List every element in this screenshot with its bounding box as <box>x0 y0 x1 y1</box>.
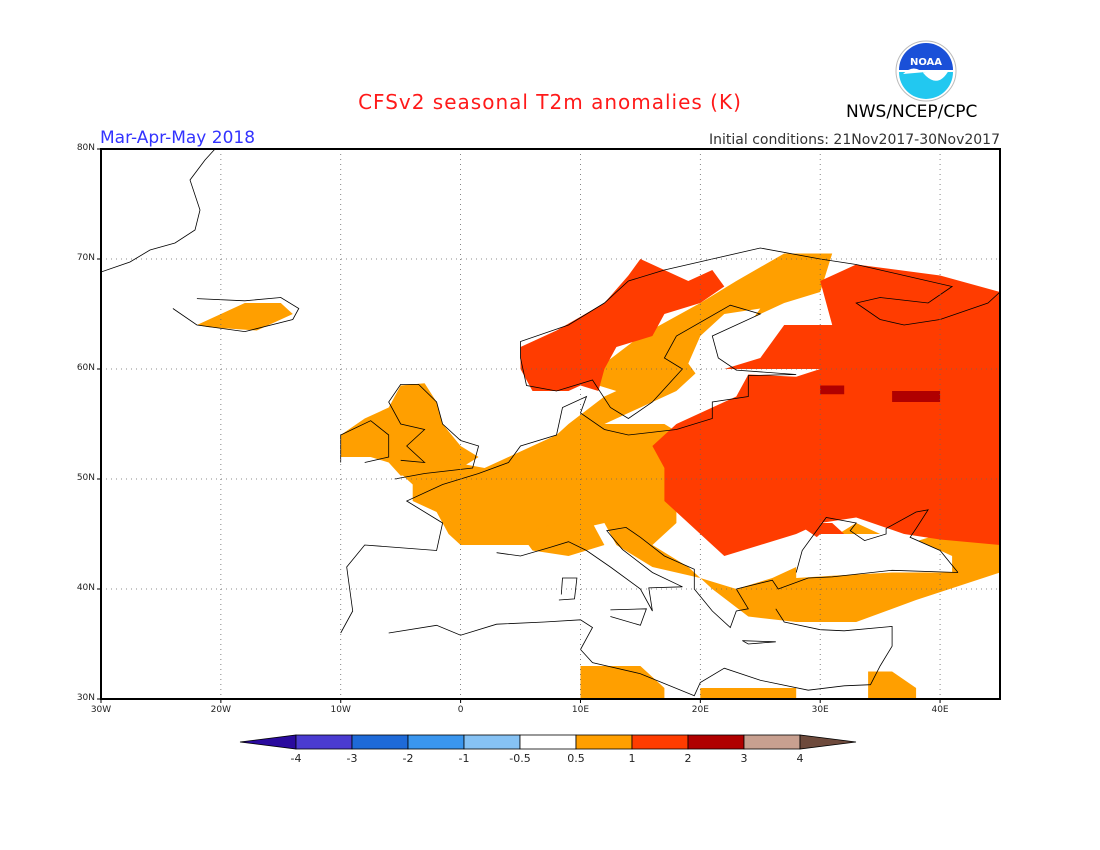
x-tick-label: 20W <box>210 705 232 715</box>
colorbar-label: -1 <box>458 752 470 765</box>
anomaly-region-eastern-europe <box>652 264 1000 556</box>
coastline <box>340 247 1000 634</box>
anomaly-region-2-3K-a <box>820 385 845 395</box>
y-tick-label: 60N <box>76 363 95 373</box>
chart-title: CFSv2 seasonal T2m anomalies (K) <box>358 90 742 114</box>
forecast-period: Mar-Apr-May 2018 <box>100 128 256 148</box>
coastline <box>172 297 300 333</box>
y-tick-label: 80N <box>76 143 95 153</box>
map-frame <box>100 148 1001 700</box>
colorbar-label: 4 <box>796 752 804 765</box>
coastline <box>610 608 647 626</box>
colorbar-label: 2 <box>684 752 692 765</box>
y-tick-label: 30N <box>76 693 95 703</box>
anomaly-region-scandinavia <box>520 259 725 391</box>
noaa-logo-text: NOAA <box>910 57 942 68</box>
coastline <box>388 384 480 480</box>
anomaly-region-levant <box>868 671 917 699</box>
coastline <box>742 640 776 645</box>
neutral-region-baltic <box>652 308 821 424</box>
neutral-region-iberia <box>340 545 497 633</box>
colorbar-label: -4 <box>290 752 302 765</box>
colorbar-label: 1 <box>628 752 636 765</box>
initial-conditions: Initial conditions: 21Nov2017-30Nov2017 <box>709 132 1000 148</box>
colorbar-label: -2 <box>402 752 414 765</box>
x-tick-label: 0 <box>457 705 464 715</box>
x-tick-label: 10W <box>330 705 351 715</box>
anomaly-region-egypt <box>700 688 797 699</box>
anomaly-region-2-3K-b <box>892 391 941 402</box>
coastline <box>795 509 959 573</box>
colorbar-label: 3 <box>740 752 748 765</box>
colorbar-segment <box>743 734 801 750</box>
colorbar-segment <box>519 734 577 750</box>
anomaly-region-iceland <box>196 303 293 331</box>
anomaly-region-alps <box>520 523 605 556</box>
colorbar-segment <box>575 734 633 750</box>
coastline-greenland <box>101 149 216 273</box>
colorbar-arrow-left <box>239 734 297 750</box>
noaa-logo: NOAA <box>895 40 957 102</box>
colorbar-segment <box>631 734 689 750</box>
anomaly-region-libya <box>580 666 665 699</box>
colorbar-segment <box>295 734 353 750</box>
colorbar-label: 0.5 <box>567 752 585 765</box>
colorbar-label: -3 <box>346 752 358 765</box>
y-tick-label: 70N <box>76 253 95 263</box>
x-tick-label: 20E <box>691 705 709 715</box>
coastline <box>496 526 959 629</box>
x-tick-label: 40E <box>931 705 949 715</box>
neutral-region-caucasus <box>892 545 941 567</box>
x-tick-label: 10E <box>571 705 590 715</box>
colorbar-label: -0.5 <box>509 752 531 765</box>
y-tick-label: 40N <box>76 583 95 593</box>
y-tick-label: 50N <box>76 473 95 483</box>
colorbar-segment <box>351 734 409 750</box>
coastline <box>558 577 578 601</box>
agency-label: NWS/NCEP/CPC <box>846 102 978 122</box>
x-tick-label: 30E <box>811 705 829 715</box>
colorbar-arrow-right <box>799 734 857 750</box>
coastline <box>388 608 893 697</box>
x-tick-label: 30W <box>90 705 112 715</box>
colorbar-segment <box>463 734 521 750</box>
colorbar-segment <box>407 734 465 750</box>
anomaly-region-uk <box>340 383 479 476</box>
colorbar-segment <box>687 734 745 750</box>
neutral-region-black-sea <box>796 534 953 578</box>
